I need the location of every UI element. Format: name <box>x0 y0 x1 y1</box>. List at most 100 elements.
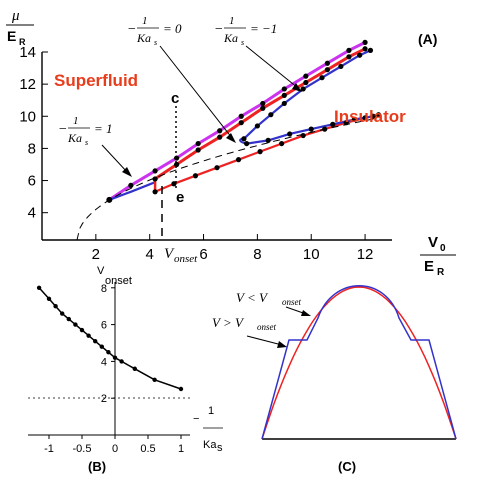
point-c-label: c <box>171 90 179 107</box>
arrow-v-greater <box>246 335 283 346</box>
b-y-tick-label: 4 <box>101 356 107 368</box>
a-point <box>217 134 223 140</box>
svg-text:Ka: Ka <box>136 31 151 45</box>
svg-text:s: s <box>85 138 88 147</box>
svg-text:V > V: V > V <box>212 315 245 330</box>
svg-text:Ka: Ka <box>67 131 82 145</box>
a-point <box>303 79 309 86</box>
b-x-tick-label: -0.5 <box>73 443 92 455</box>
a-x-tick-label: 4 <box>146 246 154 263</box>
a-point <box>357 52 363 58</box>
b-point <box>86 333 91 338</box>
x-label-e: E <box>424 258 434 275</box>
b-point <box>119 359 124 364</box>
a-point <box>375 112 382 118</box>
a-point <box>192 173 199 179</box>
a-point <box>260 105 266 111</box>
a-point <box>174 161 180 168</box>
a-y-tick-label: 6 <box>28 173 36 190</box>
a-point <box>214 165 220 171</box>
svg-text:s: s <box>241 38 244 47</box>
b-y-tick-label: 8 <box>101 283 107 295</box>
svg-text:1: 1 <box>142 15 148 27</box>
panel-b-y-label: V <box>97 265 105 277</box>
panel-b: -1 -0.5 0 0.5 1 2 4 6 8 V onset − 1 Ka s (B) <box>28 265 223 474</box>
a-point <box>238 113 244 119</box>
a-y-tick-label: 14 <box>19 44 36 61</box>
a-point <box>128 182 134 188</box>
svg-text:onset: onset <box>257 322 276 332</box>
point-e-label: e <box>176 189 184 206</box>
a-point <box>367 47 374 53</box>
a-point <box>238 120 244 126</box>
b-point <box>112 355 118 360</box>
svg-text:= 1: = 1 <box>94 121 113 136</box>
svg-text:onset: onset <box>282 297 301 307</box>
a-point <box>362 39 368 45</box>
x-label-r: R <box>437 267 445 278</box>
b-x-tick-label: -1 <box>44 443 54 455</box>
b-x-tick-label: 1 <box>178 443 184 455</box>
a-x-tick-label: 6 <box>199 246 207 263</box>
a-point <box>268 112 274 118</box>
b-point <box>36 285 42 290</box>
annotation-ka-0: − 1 Ka s = 0 <box>127 15 236 143</box>
svg-text:−: − <box>58 122 67 137</box>
insulator-label: Insulator <box>334 107 406 126</box>
b-point <box>106 350 111 355</box>
a-point <box>152 176 158 182</box>
a-y-tick-label: 12 <box>19 76 36 93</box>
svg-text:s: s <box>154 38 157 47</box>
panel-c-red-curve <box>261 286 457 440</box>
a-point <box>257 149 263 155</box>
a-point <box>244 140 250 147</box>
a-y-tick-label: 8 <box>28 140 36 157</box>
a-point <box>346 47 352 53</box>
a-x-tick-label: 12 <box>357 246 374 263</box>
a-point <box>281 100 287 107</box>
b-point <box>99 344 105 349</box>
b-x-tick-label: 0.5 <box>140 443 155 455</box>
a-point <box>152 189 158 195</box>
annotation-ka-1: − 1 Ka s = 1 <box>58 115 132 177</box>
b-x-tick-label: 0 <box>112 443 118 455</box>
y-label-e: E <box>7 28 16 44</box>
svg-text:= 0: = 0 <box>163 21 182 36</box>
label-v-less: V < V onset <box>236 290 301 307</box>
a-point <box>319 75 325 81</box>
a-point <box>338 63 344 70</box>
a-point <box>217 128 223 134</box>
label-v-greater: V > V onset <box>212 315 276 332</box>
svg-text:s: s <box>217 442 223 454</box>
b-point <box>79 327 85 333</box>
a-point <box>279 140 285 147</box>
a-series-0 <box>108 41 366 202</box>
a-point <box>281 92 287 98</box>
a-point <box>287 131 293 137</box>
a-point <box>152 168 158 174</box>
b-y-tick-label: 6 <box>101 320 107 332</box>
b-point <box>53 304 58 309</box>
a-point <box>265 137 271 143</box>
a-point <box>303 73 309 79</box>
panel-a-label: (A) <box>418 31 437 47</box>
b-curve-line <box>38 287 182 390</box>
a-y-tick-label: 10 <box>19 108 36 125</box>
b-point <box>152 377 157 382</box>
a-point <box>254 123 260 129</box>
a-x-tick-label: 2 <box>92 246 100 263</box>
a-x-tick-label: 10 <box>303 246 320 263</box>
panel-c-label: (C) <box>338 459 356 474</box>
svg-text:V < V: V < V <box>236 290 269 305</box>
annotation-ka-minus1: − 1 Ka s = −1 <box>214 15 302 92</box>
panel-b-y-label-sub: onset <box>105 275 132 287</box>
a-point <box>235 157 242 163</box>
vonset-label-sub: onset <box>174 253 198 265</box>
panel-c-blue-curve <box>261 285 457 440</box>
svg-text:−: − <box>127 22 136 37</box>
svg-text:Ka: Ka <box>203 439 217 451</box>
panel-b-x-label: − 1 Ka s <box>193 405 223 454</box>
svg-text:Ka: Ka <box>223 31 238 45</box>
panel-a: 2 4 6 8 10 12 4 6 8 10 12 14 μ E R V 0 E R (A) Sup… <box>6 8 456 278</box>
a-point <box>281 86 287 92</box>
